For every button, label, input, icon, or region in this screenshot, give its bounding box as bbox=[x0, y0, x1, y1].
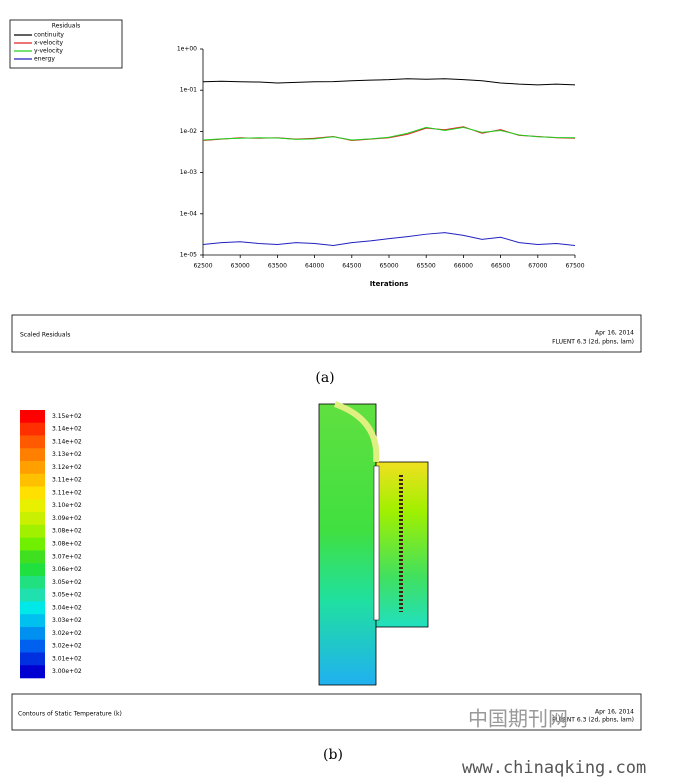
color-block bbox=[20, 563, 45, 577]
color-block bbox=[20, 626, 45, 641]
y-tick-label: 1e-04 bbox=[180, 210, 197, 217]
color-block bbox=[20, 512, 45, 526]
colorbar-label: 3.05e+02 bbox=[52, 592, 82, 599]
y-tick-label: 1e-03 bbox=[180, 169, 197, 176]
color-block bbox=[20, 448, 45, 462]
color-block bbox=[20, 499, 45, 513]
color-block bbox=[20, 588, 45, 602]
x-tick-label: 67000 bbox=[528, 263, 547, 270]
colorbar: 3.15e+02 3.14e+02 3.14e+02 3.13e+02 3.12e+02… bbox=[20, 410, 82, 679]
watermark-url: www.chinaqking.com bbox=[462, 758, 646, 778]
legend-label: energy bbox=[34, 56, 55, 63]
x-tick-label: 62500 bbox=[193, 263, 212, 270]
colorbar-label: 3.01e+02 bbox=[52, 655, 82, 662]
box-title: Contours of Static Temperature (k) bbox=[18, 711, 122, 718]
y-tick-label: 1e-01 bbox=[180, 87, 197, 94]
legend-box bbox=[9, 19, 123, 69]
caption: (a) bbox=[315, 370, 334, 386]
colorbar-label: 3.12e+02 bbox=[52, 464, 82, 471]
box-title: Scaled Residuals bbox=[20, 332, 70, 339]
colorbar-label: 3.04e+02 bbox=[52, 604, 82, 611]
colorbar-label: 3.02e+02 bbox=[52, 630, 82, 637]
x-tick-label: 65500 bbox=[417, 263, 436, 270]
plot: 1e+00 1e-01 1e-02 1e-03 1e-04 1e-05 62500 63000… bbox=[177, 46, 585, 270]
legend-title: Residuals bbox=[52, 23, 80, 30]
x-axis-label: Iterations bbox=[370, 280, 409, 288]
caption: (b) bbox=[323, 747, 343, 763]
colorbar-label: 3.06e+02 bbox=[52, 566, 82, 573]
color-block bbox=[20, 461, 45, 475]
colorbar-label: 3.14e+02 bbox=[52, 426, 82, 433]
color-block bbox=[20, 524, 45, 538]
colorbar-label: 3.02e+02 bbox=[52, 643, 82, 650]
colorbar-label: 3.00e+02 bbox=[52, 668, 82, 675]
info-box bbox=[11, 314, 642, 353]
legend-label: y-velocity bbox=[34, 48, 63, 55]
colorbar-label: 3.13e+02 bbox=[52, 451, 82, 458]
color-block bbox=[20, 550, 45, 564]
x-tick-label: 64000 bbox=[305, 263, 324, 270]
x-tick-label: 66500 bbox=[491, 263, 510, 270]
color-block bbox=[20, 652, 45, 666]
x-tick-label: 63000 bbox=[231, 263, 250, 270]
x-tick-label: 66000 bbox=[454, 263, 473, 270]
info-box bbox=[11, 693, 642, 731]
colorbar-label: 3.14e+02 bbox=[52, 438, 82, 445]
version: FLUENT 6.3 (2d, pbns, lam) bbox=[552, 339, 634, 346]
colorbar-label: 3.03e+02 bbox=[52, 617, 82, 624]
colorbar-label: 3.05e+02 bbox=[52, 579, 82, 586]
color-block bbox=[20, 614, 45, 628]
colorbar-label: 3.10e+02 bbox=[52, 502, 82, 509]
x-tick-label: 67500 bbox=[565, 263, 584, 270]
series-line bbox=[202, 232, 576, 247]
color-block bbox=[20, 410, 45, 424]
color-block bbox=[20, 435, 45, 449]
colorbar-label: 3.08e+02 bbox=[52, 528, 82, 535]
series-line bbox=[202, 78, 576, 86]
color-block bbox=[20, 639, 45, 653]
color-block bbox=[20, 486, 45, 500]
color-block bbox=[20, 665, 45, 679]
contour-band bbox=[333, 401, 380, 463]
color-block bbox=[20, 422, 45, 436]
date: Apr 16, 2014 bbox=[595, 330, 634, 337]
x-tick-label: 64500 bbox=[342, 263, 361, 270]
series-line bbox=[202, 126, 576, 141]
colorbar-label: 3.11e+02 bbox=[52, 489, 82, 496]
date: Apr 16, 2014 bbox=[595, 709, 634, 716]
domain-left bbox=[318, 403, 377, 686]
color-block bbox=[20, 537, 45, 551]
colorbar-label: 3.11e+02 bbox=[52, 477, 82, 484]
color-block bbox=[20, 575, 45, 589]
colorbar-label: 3.15e+02 bbox=[52, 413, 82, 420]
colorbar-label: 3.07e+02 bbox=[52, 553, 82, 560]
watermark: 中国期刊网 bbox=[468, 707, 568, 731]
y-tick-label: 1e+00 bbox=[177, 46, 197, 53]
legend-label: continuity bbox=[34, 32, 64, 39]
x-tick-label: 65000 bbox=[379, 263, 398, 270]
color-block bbox=[20, 473, 45, 487]
x-tick-label: 63500 bbox=[268, 263, 287, 270]
version: FLUENT 6.3 (2d, pbns, lam) bbox=[552, 717, 634, 724]
colorbar-label: 3.08e+02 bbox=[52, 541, 82, 548]
y-tick-label: 1e-02 bbox=[180, 128, 197, 135]
colorbar-label: 3.09e+02 bbox=[52, 515, 82, 522]
color-block bbox=[20, 601, 45, 615]
series-line bbox=[202, 126, 576, 142]
wall bbox=[373, 465, 380, 621]
legend-label: x-velocity bbox=[34, 40, 63, 47]
y-tick-label: 1e-05 bbox=[180, 252, 197, 259]
